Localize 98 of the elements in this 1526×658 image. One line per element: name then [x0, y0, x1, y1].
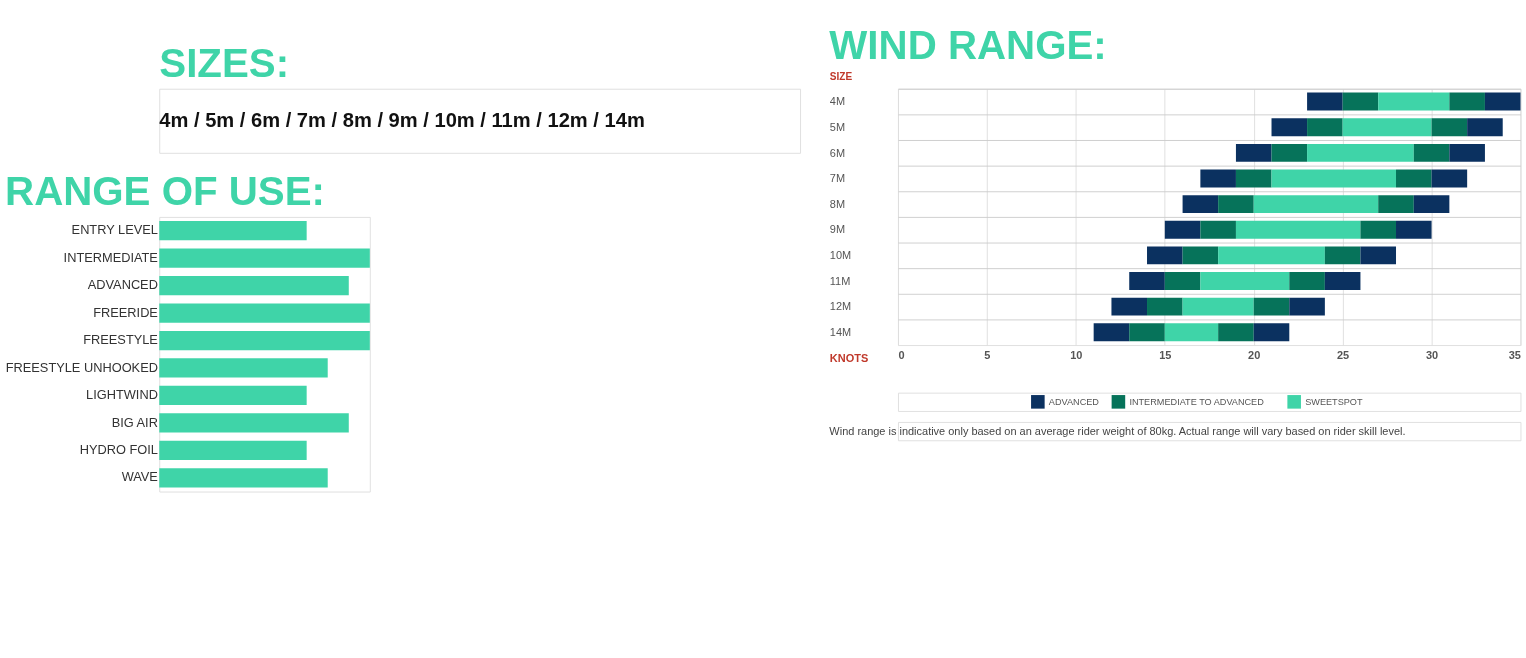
bar: [1218, 195, 1254, 214]
x-tick-label: 5: [984, 349, 991, 362]
bar: [1147, 297, 1183, 316]
y-tick-label: 14M: [829, 325, 852, 338]
bar: [1253, 323, 1290, 342]
bar: [159, 385, 307, 406]
y-tick-label: HYDRO FOIL: [79, 442, 158, 458]
bar: [1449, 92, 1485, 111]
bar: [159, 248, 370, 268]
bar: [1396, 220, 1432, 239]
y-tick-label: FREERIDE: [93, 304, 158, 320]
bar: [1164, 220, 1201, 239]
bar: [1378, 92, 1450, 111]
bar: [1307, 143, 1414, 162]
y-axis-title: SIZE: [829, 71, 853, 83]
bar: [1271, 169, 1397, 188]
y-tick-label: 6M: [829, 146, 846, 159]
bar: [1413, 195, 1450, 214]
y-tick-label: ENTRY LEVEL: [71, 222, 158, 238]
y-tick-label: FREESTYLE: [83, 332, 158, 348]
bar: [1200, 272, 1290, 290]
bar: [1235, 220, 1361, 239]
chart-title: RANGE OF USE:: [5, 169, 325, 215]
text: Wind range is indicative only based on an average rider weight of 80kg. Actual range will vary based on rider skill level.: [829, 424, 1406, 437]
x-tick-label: 15: [1159, 349, 1172, 362]
text: SIZES:: [159, 40, 290, 86]
y-tick-label: 9M: [829, 223, 846, 236]
bar: [159, 303, 370, 323]
y-tick-label: FREESTYLE UNHOOKED: [5, 359, 158, 375]
bar: [159, 221, 307, 241]
bar: [1200, 169, 1236, 188]
bar: [1378, 195, 1414, 214]
bar: [1164, 323, 1219, 342]
legend-label: SWEETSPOT: [1305, 396, 1363, 407]
bar: [1342, 118, 1432, 137]
y-tick-label: 5M: [829, 120, 846, 133]
y-tick-label: 4M: [829, 95, 846, 108]
bar: [1271, 118, 1308, 137]
bar: [1289, 297, 1325, 316]
bar: [1467, 118, 1503, 137]
y-tick-label: 11M: [829, 274, 851, 287]
bar: [1253, 195, 1379, 214]
bar: [1360, 220, 1397, 239]
bar: [159, 330, 370, 351]
legend-label: ADVANCED: [1048, 396, 1100, 407]
x-tick-label: 10: [1070, 349, 1083, 362]
bar: [1324, 246, 1361, 265]
bar: [1253, 297, 1290, 316]
bar: [1218, 323, 1254, 342]
bar: [1413, 143, 1450, 162]
y-tick-label: ADVANCED: [87, 277, 158, 293]
x-tick-label: 0: [898, 349, 905, 362]
bar: [1484, 92, 1521, 111]
bar: [1129, 323, 1165, 342]
bar: [159, 275, 349, 296]
bar: [1129, 272, 1165, 290]
y-tick-label: 10M: [829, 249, 852, 262]
y-tick-label: WAVE: [121, 469, 158, 485]
bar: [1182, 195, 1219, 214]
y-tick-label: 12M: [829, 300, 852, 313]
y-tick-label: 7M: [829, 172, 846, 185]
x-tick-label: 35: [1508, 349, 1521, 362]
y-tick-label: BIG AIR: [111, 414, 158, 430]
chart-title: WIND RANGE:: [829, 23, 1107, 69]
bar: [1324, 272, 1361, 290]
bar: [1164, 272, 1201, 290]
bar: [1396, 169, 1432, 188]
x-axis-title: KNOTS: [829, 352, 869, 365]
bar: [159, 413, 349, 433]
bar: [1200, 220, 1236, 239]
bar: [159, 358, 328, 378]
text: 4m / 5m / 6m / 7m / 8m / 9m / 10m / 11m / 12m / 14m: [159, 109, 645, 132]
bar: [1111, 297, 1148, 316]
bar: [1235, 169, 1272, 188]
bar: [1360, 246, 1397, 265]
y-tick-label: 8M: [829, 197, 846, 210]
legend-label: INTERMEDIATE TO ADVANCED: [1129, 396, 1265, 407]
bar: [1342, 92, 1379, 111]
bar: [1431, 169, 1468, 188]
bar: [1182, 297, 1254, 316]
bar: [1307, 118, 1343, 137]
bar: [1235, 143, 1272, 162]
x-tick-label: 30: [1425, 349, 1439, 362]
bar: [1182, 246, 1219, 265]
bar: [1431, 118, 1468, 137]
bar: [1093, 323, 1130, 342]
bar: [1218, 246, 1325, 265]
bar: [1307, 92, 1343, 111]
bar: [1271, 143, 1308, 162]
y-tick-label: INTERMEDIATE: [63, 249, 158, 265]
bar: [1147, 246, 1183, 265]
y-tick-label: LIGHTWIND: [86, 387, 158, 403]
bar: [159, 468, 328, 488]
x-tick-label: 20: [1248, 349, 1261, 362]
bar: [1289, 272, 1325, 290]
x-tick-label: 25: [1337, 349, 1350, 362]
bar: [159, 440, 307, 460]
bar: [1449, 143, 1485, 162]
